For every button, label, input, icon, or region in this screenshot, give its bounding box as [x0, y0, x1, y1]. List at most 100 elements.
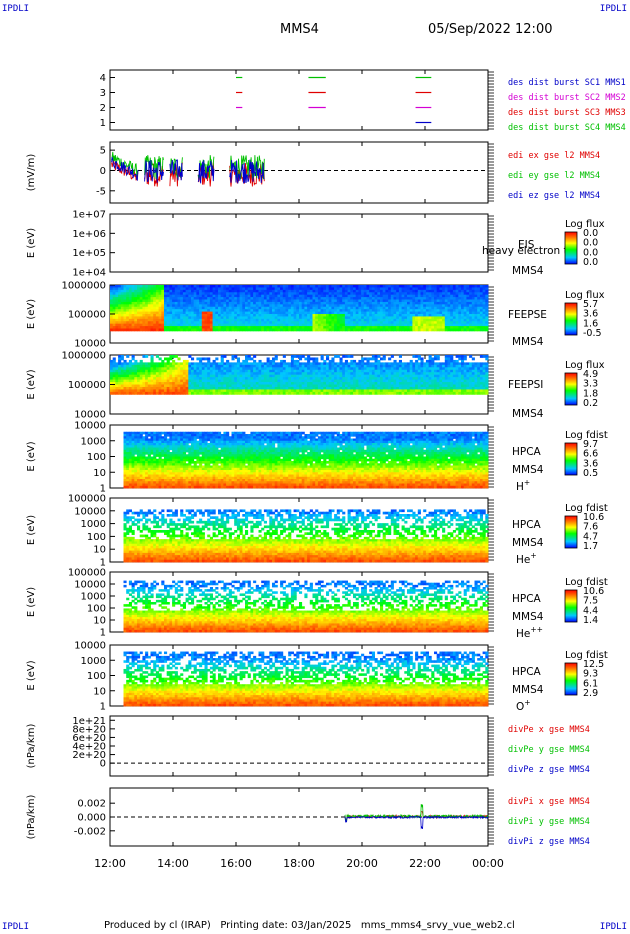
heatmap-cell [415, 297, 419, 300]
heatmap-cell [161, 391, 165, 395]
heatmap-cell [415, 301, 419, 305]
heatmap-cell [120, 355, 124, 358]
heatmap-cell [169, 309, 173, 312]
heatmap-cell [123, 287, 127, 291]
heatmap-cell [218, 384, 222, 388]
heatmap-cell [164, 384, 168, 388]
heatmap-cell [266, 357, 270, 361]
heatmap-cell [409, 311, 413, 315]
heatmap-cell [137, 328, 141, 332]
heatmap-cell [142, 328, 146, 332]
heatmap-cell [371, 391, 375, 395]
heatmap-cell [177, 362, 181, 366]
heatmap-cell [371, 285, 375, 288]
heatmap-cell [150, 289, 154, 293]
heatmap-cell [185, 292, 189, 296]
heatmap-cell [145, 292, 149, 296]
heatmap-cell [320, 326, 324, 329]
heatmap-cell [215, 294, 219, 298]
heatmap-cell [191, 374, 195, 378]
heatmap-cell [342, 311, 346, 315]
heatmap-cell [285, 299, 289, 303]
heatmap-cell [434, 297, 438, 300]
heatmap-cell [191, 287, 195, 291]
heatmap-cell [307, 301, 311, 305]
heatmap-cell [358, 367, 362, 371]
heatmap-cell [139, 316, 143, 320]
heatmap-cell [377, 374, 381, 378]
heatmap-cell [280, 321, 284, 325]
heatmap-cell [304, 304, 308, 308]
corner-label-bottom-left: IPDLI [2, 922, 30, 932]
heatmap-cell [309, 292, 313, 296]
heatmap-cell [280, 369, 284, 373]
heatmap-cell [196, 299, 200, 303]
heatmap-cell [317, 309, 321, 312]
heatmap-cell [228, 391, 232, 395]
heatmap-cell [409, 289, 413, 293]
heatmap-cell [350, 294, 354, 298]
heatmap-cell [336, 301, 340, 305]
heatmap-cell [477, 299, 481, 303]
heatmap-cell [461, 355, 465, 358]
heatmap-cell [485, 364, 489, 368]
heatmap-cell [209, 289, 213, 293]
heatmap-cell [282, 299, 286, 303]
heatmap-cell [326, 367, 330, 371]
heatmap-cell [312, 357, 316, 361]
heatmap-cell [474, 309, 478, 312]
heatmap-cell [263, 297, 267, 300]
heatmap-cell [128, 367, 132, 371]
heatmap-cell [328, 309, 332, 312]
heatmap-cell [277, 323, 281, 327]
heatmap-cell [477, 292, 481, 296]
heatmap-cell [326, 377, 330, 380]
heatmap-cell [174, 301, 178, 305]
heatmap-cell [390, 355, 394, 358]
heatmap-cell [266, 391, 270, 395]
heatmap-cell [350, 328, 354, 332]
heatmap-cell [377, 386, 381, 390]
heatmap-cell [209, 362, 213, 366]
heatmap-cell [201, 384, 205, 388]
heatmap-cell [485, 321, 489, 325]
heatmap-cell [334, 321, 338, 325]
heatmap-cell [164, 285, 168, 288]
heatmap-cell [420, 294, 424, 298]
heatmap-cell [288, 299, 292, 303]
heatmap-cell [398, 359, 402, 363]
heatmap-cell [228, 309, 232, 312]
heatmap-cell [201, 379, 205, 383]
heatmap-cell [425, 391, 429, 395]
heatmap-cell [396, 299, 400, 303]
heatmap-cell [479, 389, 483, 393]
heatmap-cell [236, 287, 240, 291]
heatmap-cell [199, 316, 203, 320]
colorbar [564, 372, 578, 406]
heatmap-cell [415, 314, 419, 317]
heatmap-cell [274, 285, 278, 288]
heatmap-cell [209, 306, 213, 310]
heatmap-cell [320, 377, 324, 380]
heatmap-cell [328, 316, 332, 320]
heatmap-cell [280, 289, 284, 293]
heatmap-cell [334, 379, 338, 383]
heatmap-cell [431, 306, 435, 310]
heatmap-cell [234, 328, 238, 332]
heatmap-cell [428, 289, 432, 293]
heatmap-cell [366, 379, 370, 383]
heatmap-cell [353, 287, 357, 291]
heatmap-cell [358, 379, 362, 383]
heatmap-cell [479, 285, 483, 288]
heatmap-cell [239, 318, 243, 322]
heatmap-cell [182, 379, 186, 383]
heatmap-cell [455, 377, 459, 380]
heatmap-cell [231, 321, 235, 325]
heatmap-cell [112, 364, 116, 368]
heatmap-cell [452, 306, 456, 310]
heatmap-cell [131, 372, 135, 376]
heatmap-cell [245, 389, 249, 393]
heatmap-cell [220, 292, 224, 296]
heatmap-cell [420, 318, 424, 322]
heatmap-cell [466, 292, 470, 296]
